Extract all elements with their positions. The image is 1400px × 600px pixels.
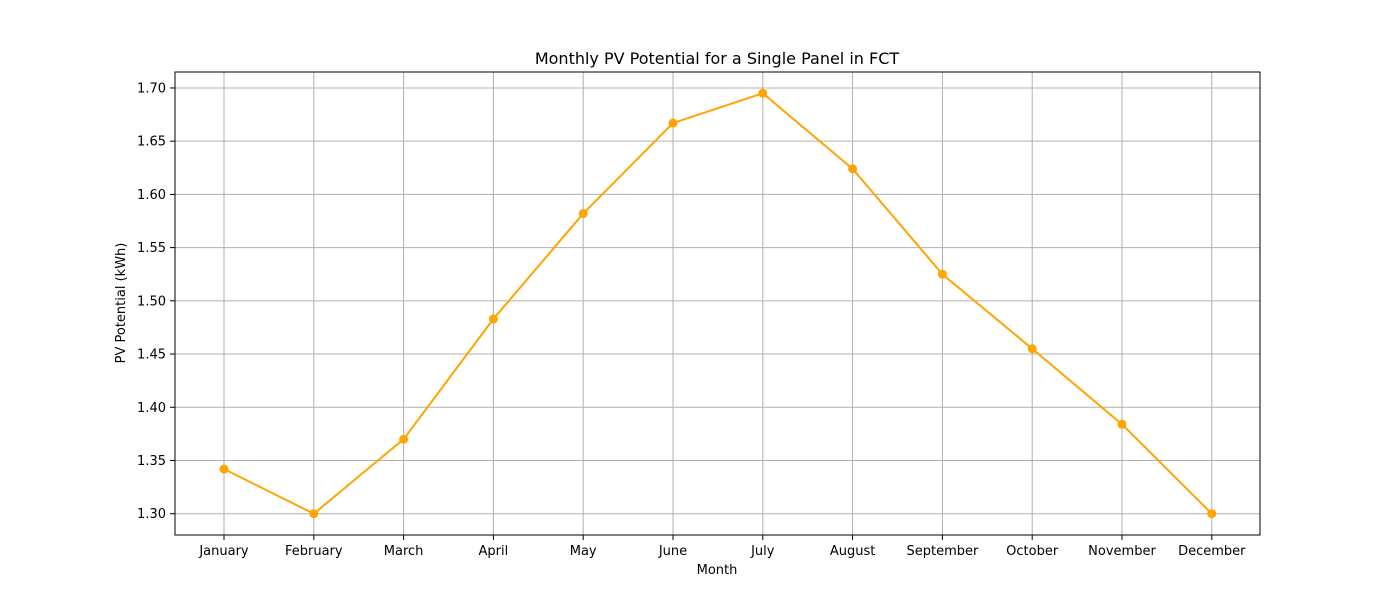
x-tick-labels: January February March April May June July Augu…: [198, 544, 1246, 559]
y-tick-labels: 1.30 1.35 1.40 1.45 1.50 1.55 1.60 1.65 1.70: [137, 81, 166, 522]
series-line: [223, 92, 1213, 515]
data-point: [219, 464, 229, 474]
data-point: [399, 434, 409, 444]
x-tick-label: July: [750, 544, 775, 559]
grid-lines: [175, 72, 1260, 535]
x-axis-label: Month: [697, 563, 738, 578]
y-tick-label: 1.50: [137, 294, 166, 309]
x-tick-label: April: [479, 544, 509, 559]
data-point: [488, 314, 498, 324]
y-tick-label: 1.55: [137, 241, 166, 256]
y-tick-label: 1.60: [137, 188, 166, 203]
x-tick-label: December: [1178, 544, 1246, 559]
x-tick-label: January: [198, 544, 249, 559]
data-point: [758, 88, 768, 98]
y-tick-label: 1.45: [137, 348, 166, 363]
data-point: [309, 509, 319, 519]
data-point: [1117, 419, 1127, 429]
x-tick-label: November: [1088, 544, 1156, 559]
y-tick-label: 1.35: [137, 454, 166, 469]
y-tick-label: 1.65: [137, 135, 166, 150]
x-tick-label: August: [830, 544, 876, 559]
data-point: [1027, 344, 1037, 354]
data-point: [668, 118, 678, 128]
y-tick-label: 1.70: [137, 81, 166, 96]
data-point: [937, 269, 947, 279]
x-tick-label: May: [570, 544, 597, 559]
x-tick-label: February: [285, 544, 343, 559]
data-point: [1207, 509, 1217, 519]
data-point: [848, 164, 858, 174]
x-tick-label: June: [658, 544, 687, 559]
y-axis-label: PV Potential (kWh): [114, 243, 129, 364]
series-layer: [219, 88, 1217, 519]
x-tick-label: March: [384, 544, 424, 559]
y-tick-label: 1.30: [137, 507, 166, 522]
y-tick-label: 1.40: [137, 401, 166, 416]
plot-frame: [174, 71, 1261, 536]
x-tick-label: September: [906, 544, 979, 559]
x-tick-label: October: [1006, 544, 1059, 559]
chart-title: Monthly PV Potential for a Single Panel …: [535, 49, 900, 68]
axes-frame: [170, 71, 1261, 540]
data-point: [578, 209, 588, 219]
